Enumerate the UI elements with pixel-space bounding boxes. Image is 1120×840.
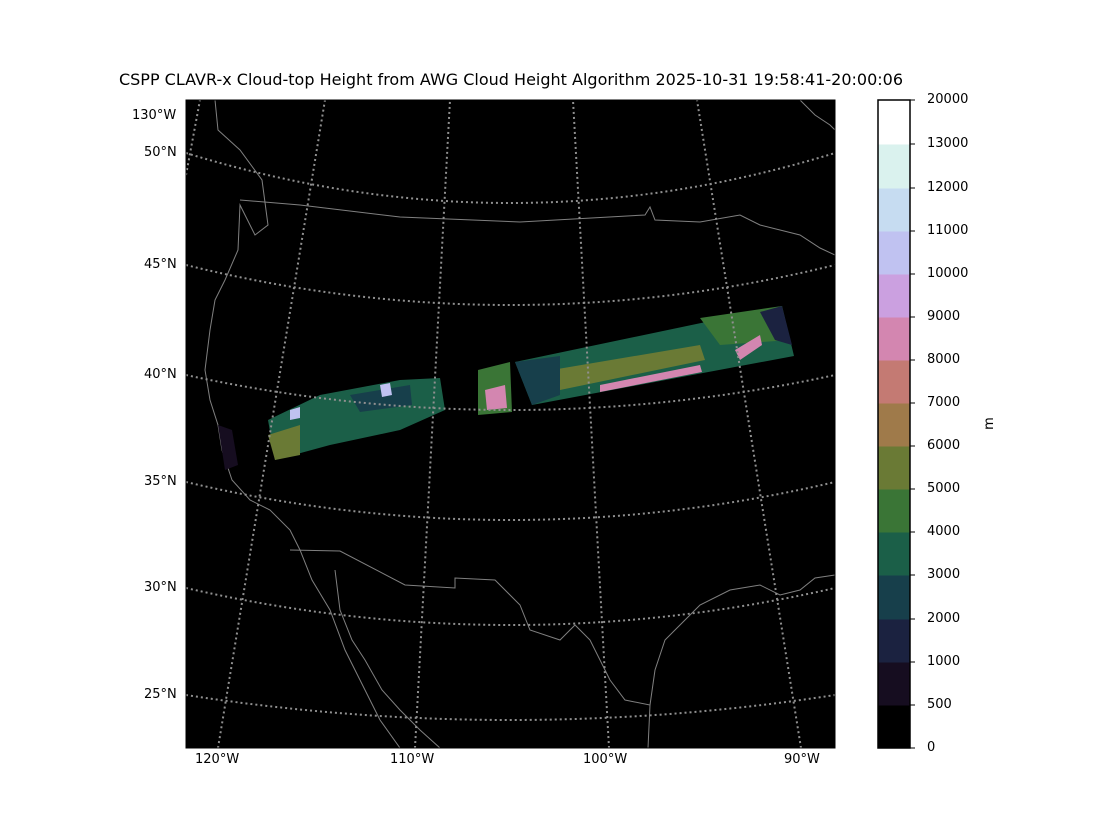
coastline — [799, 100, 835, 131]
colorbar-bin — [878, 360, 910, 404]
cloud-region — [485, 385, 507, 410]
coastline — [239, 199, 835, 256]
lat-label: 30°N — [144, 580, 177, 595]
cloud-region — [515, 356, 560, 405]
latitude-line — [186, 481, 835, 521]
cloud-region — [760, 306, 792, 345]
colorbar-bin — [878, 575, 910, 620]
colorbar-bin — [878, 274, 910, 318]
coastline — [204, 100, 401, 748]
colorbar-tick-label: 13000 — [927, 136, 969, 151]
lon-label-top: 130°W — [132, 108, 177, 123]
colorbar-bin — [878, 100, 910, 145]
latitude-line — [186, 694, 835, 721]
lon-label: 110°W — [390, 752, 435, 767]
colorbar-bin — [878, 619, 910, 663]
colorbar-tick-label: 3000 — [927, 567, 961, 582]
cloud-region — [380, 383, 392, 397]
colorbar-frame — [877, 99, 911, 749]
colorbar-tick-label: 9000 — [927, 309, 961, 324]
map-frame — [185, 99, 836, 749]
lon-label: 120°W — [195, 752, 240, 767]
coastline — [289, 549, 651, 748]
longitude-line — [572, 100, 610, 748]
lon-label: 90°W — [784, 752, 820, 767]
colorbar-unit-label: m — [981, 417, 997, 430]
colorbar-bin — [878, 489, 910, 533]
colorbar-tick-label: 10000 — [927, 266, 969, 281]
colorbar-bin — [878, 532, 910, 576]
colorbar-tick-label: 11000 — [927, 223, 969, 238]
colorbar-tick-label: 4000 — [927, 524, 961, 539]
colorbar-bin — [878, 144, 910, 189]
colorbar-tick-label: 0 — [927, 740, 936, 755]
cloud-region — [268, 425, 300, 460]
colorbar-tick-label: 5000 — [927, 481, 961, 496]
colorbar-bin — [878, 662, 910, 706]
cloud-region — [290, 407, 300, 420]
cloud-region — [350, 385, 412, 412]
cloud-region — [735, 335, 762, 360]
cloud-region — [600, 365, 702, 392]
lat-label: 40°N — [144, 367, 177, 382]
lat-label: 35°N — [144, 474, 177, 489]
plot-title: CSPP CLAVR-x Cloud-top Height from AWG C… — [118, 70, 904, 89]
colorbar-tick-label: 20000 — [927, 92, 969, 107]
lat-label: 45°N — [144, 257, 177, 272]
colorbar-bin — [878, 188, 910, 232]
lon-label: 100°W — [583, 752, 628, 767]
colorbar-tick-label: 6000 — [927, 438, 961, 453]
colorbar-tick-label: 12000 — [927, 180, 969, 195]
colorbar-bin — [878, 403, 910, 447]
colorbar-tick-label: 8000 — [927, 352, 961, 367]
colorbar-bin — [878, 705, 910, 749]
latitude-line — [186, 264, 835, 306]
longitude-line — [414, 100, 451, 748]
colorbar-bin — [878, 317, 910, 361]
colorbar-tick-label: 7000 — [927, 395, 961, 410]
colorbar-tick-label: 500 — [927, 697, 952, 712]
colorbar-bin — [878, 446, 910, 490]
colorbar-tick-label: 2000 — [927, 611, 961, 626]
coastline — [649, 574, 835, 706]
colorbar-tick-label: 1000 — [927, 654, 961, 669]
colorbar-bin — [878, 231, 910, 275]
latitude-line — [186, 587, 835, 626]
cloud-region — [540, 345, 705, 390]
cloud-region — [218, 425, 238, 470]
lat-label: 25°N — [144, 687, 177, 702]
longitude-line — [696, 100, 802, 748]
lat-label: 50°N — [144, 145, 177, 160]
